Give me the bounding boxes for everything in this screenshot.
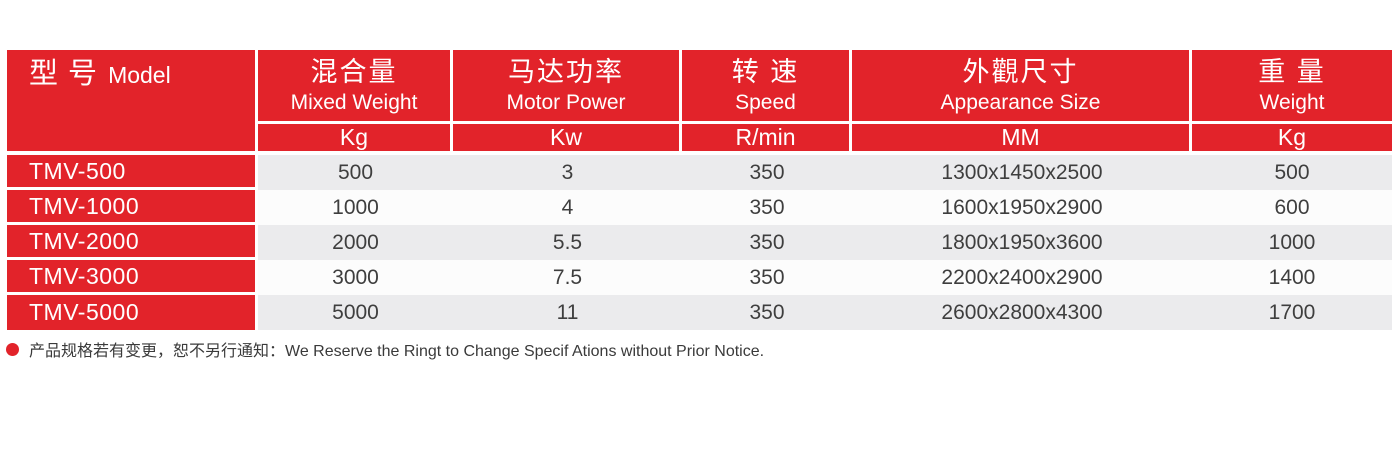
value-cell: 600 <box>1192 190 1392 225</box>
value-cell: 2600x2800x4300 <box>852 295 1192 330</box>
column-header-en: Weight <box>1259 91 1325 114</box>
column-header-mixed-weight: 混合量 Mixed Weight <box>258 50 453 124</box>
footnote-text: 产品规格若有变更，恕不另行通知：We Reserve the Ringt to … <box>29 343 765 360</box>
value-cell: 3000 <box>258 260 453 295</box>
model-column-header: 型 号 Model <box>7 50 258 155</box>
column-header-zh: 重 量 <box>1258 57 1326 87</box>
value-cell: 350 <box>682 260 852 295</box>
model-cell: TMV-2000 <box>7 225 258 260</box>
bullet-dot-icon <box>6 342 19 356</box>
model-cell: TMV-3000 <box>7 260 258 295</box>
footnote: 产品规格若有变更，恕不另行通知：We Reserve the Ringt to … <box>6 337 764 361</box>
value-cell: 5.5 <box>453 225 682 260</box>
value-cell: 1400 <box>1192 260 1392 295</box>
column-header-zh: 混合量 <box>310 57 398 87</box>
value-cell: 2000 <box>258 225 453 260</box>
unit-cell-mixed-weight: Kg <box>258 124 453 155</box>
value-cell: 500 <box>1192 155 1392 190</box>
column-header-zh: 转 速 <box>731 57 800 87</box>
column-header-zh: 外觀尺寸 <box>962 57 1079 87</box>
value-cell: 11 <box>453 295 682 330</box>
model-cell: TMV-5000 <box>7 295 258 330</box>
unit-cell-appearance-size: MM <box>852 124 1192 155</box>
column-header-weight: 重 量 Weight <box>1192 50 1392 124</box>
column-header-en: Motor Power <box>506 91 626 114</box>
column-header-speed: 转 速 Speed <box>682 50 852 124</box>
column-header-zh: 马达功率 <box>508 57 624 87</box>
value-cell: 1800x1950x3600 <box>852 225 1192 260</box>
value-cell: 1000 <box>258 190 453 225</box>
model-header-en: Model <box>108 62 171 88</box>
value-cell: 500 <box>258 155 453 190</box>
unit-cell-weight: Kg <box>1192 124 1392 155</box>
spec-table: 型 号 Model 混合量 Mixed Weight 马达功率 Motor Po… <box>7 50 1392 330</box>
value-cell: 350 <box>682 190 852 225</box>
column-header-en: Appearance Size <box>940 91 1101 114</box>
unit-cell-speed: R/min <box>682 124 852 155</box>
column-header-motor-power: 马达功率 Motor Power <box>453 50 682 124</box>
value-cell: 5000 <box>258 295 453 330</box>
value-cell: 4 <box>453 190 682 225</box>
model-cell: TMV-500 <box>7 155 258 190</box>
value-cell: 350 <box>682 155 852 190</box>
value-cell: 3 <box>453 155 682 190</box>
unit-cell-motor-power: Kw <box>453 124 682 155</box>
column-header-en: Mixed Weight <box>290 91 418 114</box>
value-cell: 1300x1450x2500 <box>852 155 1192 190</box>
value-cell: 1600x1950x2900 <box>852 190 1192 225</box>
value-cell: 350 <box>682 295 852 330</box>
value-cell: 2200x2400x2900 <box>852 260 1192 295</box>
model-header-zh: 型 号 <box>29 58 99 90</box>
value-cell: 7.5 <box>453 260 682 295</box>
column-header-en: Speed <box>735 91 796 114</box>
value-cell: 1700 <box>1192 295 1392 330</box>
value-cell: 350 <box>682 225 852 260</box>
column-header-appearance-size: 外觀尺寸 Appearance Size <box>852 50 1192 124</box>
model-cell: TMV-1000 <box>7 190 258 225</box>
value-cell: 1000 <box>1192 225 1392 260</box>
